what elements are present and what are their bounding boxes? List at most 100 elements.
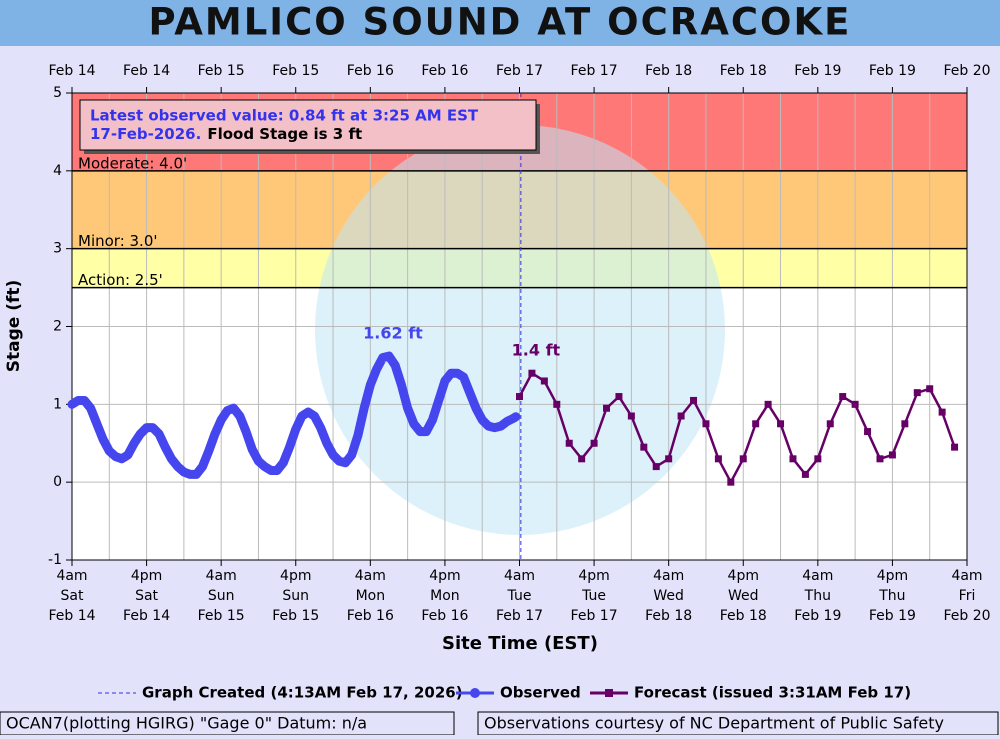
x-tick-label: Feb 18: [645, 608, 692, 624]
x-tick-label: Feb 15: [272, 608, 319, 624]
x-tick-label: 4pm: [877, 568, 908, 584]
x-axis-title: Site Time (EST): [442, 633, 598, 654]
point: [603, 404, 611, 412]
series-line: [67, 351, 521, 479]
x-tick-label: Mon: [430, 588, 460, 604]
info-line: 17-Feb-2026. Flood Stage is 3 ft: [90, 125, 362, 143]
x-tick-label: Sun: [208, 588, 235, 604]
x-tick-label: Feb 18: [720, 608, 767, 624]
x-tick-label: 4pm: [728, 568, 759, 584]
point: [702, 420, 710, 428]
x-tick-label: Feb 20: [943, 608, 990, 624]
point: [640, 443, 648, 451]
x-tick-label: Tue: [507, 588, 532, 604]
point: [777, 420, 785, 428]
x-tick-label: Feb 14: [48, 608, 95, 624]
x2-tick-label: Feb 19: [794, 63, 841, 79]
point: [727, 478, 735, 486]
stage-label: Minor: 3.0': [78, 232, 158, 250]
x2-tick-label: Feb 15: [272, 63, 319, 79]
x2-tick-label: Feb 19: [869, 63, 916, 79]
x-tick-label: Sat: [61, 588, 84, 604]
point: [528, 369, 536, 377]
y-tick-label: -1: [48, 552, 62, 568]
x2-tick-label: Feb 15: [198, 63, 245, 79]
y-tick-label: 2: [53, 319, 62, 335]
x-tick-label: Feb 17: [496, 608, 543, 624]
point: [888, 451, 896, 459]
chart-title: PAMLICO SOUND AT OCRACOKE: [149, 1, 852, 44]
x2-tick-label: Feb 14: [48, 63, 95, 79]
x2-tick-label: Feb 17: [571, 63, 618, 79]
x-tick-label: Thu: [804, 588, 831, 604]
y-axis-title: Stage (ft): [4, 280, 24, 373]
x-tick-label: 4am: [653, 568, 684, 584]
x-tick-label: Wed: [728, 588, 759, 604]
x-tick-label: Sat: [135, 588, 158, 604]
point: [876, 455, 884, 463]
point: [553, 400, 561, 408]
x2-tick-label: Feb 18: [720, 63, 767, 79]
x-tick-label: Tue: [581, 588, 606, 604]
legend-marker: [470, 688, 480, 698]
point: [801, 470, 809, 478]
legend-marker: [605, 689, 613, 697]
x2-tick-label: Feb 18: [645, 63, 692, 79]
point: [714, 455, 722, 463]
x2-tick-label: Feb 16: [347, 63, 394, 79]
x2-tick-label: Feb 14: [123, 63, 170, 79]
point: [839, 393, 847, 401]
x2-tick-label: Feb 20: [943, 63, 990, 79]
annotation: 1.4 ft: [512, 341, 561, 360]
x-tick-label: Feb 15: [198, 608, 245, 624]
x-tick-label: Feb 19: [869, 608, 916, 624]
x-tick-label: 4pm: [578, 568, 609, 584]
annotation: 1.62 ft: [363, 324, 423, 343]
point: [901, 420, 909, 428]
point: [516, 393, 523, 401]
stage-label: Action: 2.5': [78, 271, 163, 289]
point: [690, 396, 698, 404]
x-tick-label: 4am: [355, 568, 386, 584]
point: [739, 455, 747, 463]
stage-label: Moderate: 4.0': [78, 154, 187, 172]
point: [789, 455, 797, 463]
x-tick-label: Feb 16: [421, 608, 468, 624]
x2-tick-label: Feb 16: [421, 63, 468, 79]
footer-left: OCAN7(plotting HGIRG) "Gage 0" Datum: n/…: [6, 714, 367, 733]
x-tick-label: Fri: [959, 588, 976, 604]
x-tick-label: 4am: [802, 568, 833, 584]
point: [826, 420, 834, 428]
point: [951, 443, 959, 451]
point: [938, 408, 946, 416]
point: [665, 455, 673, 463]
x-tick-label: 4am: [504, 568, 535, 584]
point: [590, 439, 598, 447]
point: [851, 400, 859, 408]
x-tick-label: Feb 19: [794, 608, 841, 624]
x-tick-label: Thu: [878, 588, 905, 604]
x-tick-label: Wed: [653, 588, 684, 604]
legend-label: Observed: [500, 684, 581, 702]
point: [578, 455, 586, 463]
y-tick-label: 1: [53, 396, 62, 412]
plot-frame: [71, 92, 968, 561]
info-box: [79, 99, 537, 151]
point: [615, 393, 623, 401]
legend-label: Graph Created (4:13AM Feb 17, 2026): [142, 684, 463, 702]
y-tick-label: 5: [53, 85, 62, 101]
x-tick-label: Feb 17: [571, 608, 618, 624]
x-tick-label: Feb 14: [123, 608, 170, 624]
point: [540, 377, 548, 385]
x-tick-label: 4am: [206, 568, 237, 584]
point: [752, 420, 760, 428]
x-tick-label: 4am: [951, 568, 982, 584]
footer-right: Observations courtesy of NC Department o…: [484, 714, 944, 733]
point: [864, 428, 872, 436]
point: [627, 412, 635, 420]
point: [677, 412, 685, 420]
point: [913, 389, 921, 397]
x-tick-label: 4am: [56, 568, 87, 584]
x-tick-label: 4pm: [131, 568, 162, 584]
